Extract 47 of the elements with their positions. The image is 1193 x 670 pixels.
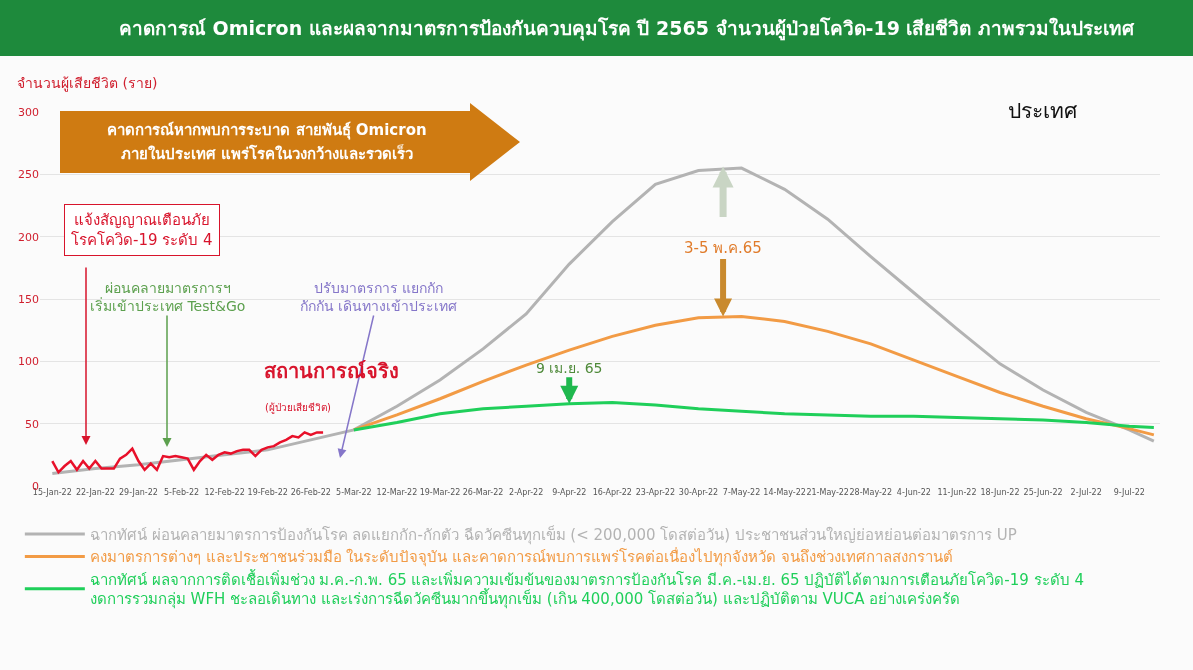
x-tick-label: 5-Feb-22 [163,488,200,497]
x-tick-label: 16-Apr-22 [592,488,632,497]
x-tick-label: 12-Mar-22 [376,488,418,497]
x-tick-label: 15-Jan-22 [32,488,72,497]
y-axis-title: จำนวนผู้เสียชีวิต (ราย) [17,75,158,92]
annotation: ประเทศ [1008,99,1078,123]
chart-title: คาดการณ์ Omicron และผลจากมาตรการป้องกันควบคุมโรค ปี 2565 จำนวนผู้ป่วยโควิด-19 เสียชีวิต ภาพรวมในประเทศ [0,0,1193,56]
x-tick-label: 18-Jun-22 [980,488,1020,497]
x-tick-label: 7-May-22 [722,488,761,497]
legend-label: ฉากทัศน์ ผ่อนคลายมาตรการป้องกันโรค ลดแยกกัก-กักตัว ฉีดวัคซีนทุกเข็ม (< 200,000 โดสต่อวัน) ประชาชนส่วนใหญ่ย่อหย่อนต่อมาตรการ UP [89,524,1017,545]
annotation: แจ้งสัญญาณเตือนภัย โรคโควิด-19 ระดับ 4 [71,211,213,249]
annotation: ปรับมาตรการ แยกกัก กักกัน เดินทางเข้าประเทศ [300,280,458,315]
legend-label: ฉากทัศน์ ผลจากการติดเชื้อเพิ่มช่วง ม.ค.-ก.พ. 65 และเพิ่มความเข้มข้นของมาตรการป้องกันโรค มี.ค.-เม.ย. 65 ปฏิบัติได้ตามการเตือนภัยโควิด-19 ระดับ 4 งดการรวมกลุ่ม WFH ชะลอเดินทาง และเร่งการฉีดวัคซีนมากขึ้นทุกเข็ม (เกิน 400,000 โดสต่อวัน) และปฏิบัติตาม VUCA อย่างเคร่งครัด [89,568,1084,610]
x-tick-label: 12-Feb-22 [204,488,245,497]
x-tick-label: 2-Apr-22 [509,488,544,497]
annotation: 3-5 พ.ค.65 [684,239,762,257]
y-tick-label: 300 [18,105,39,119]
x-tick-label: 19-Mar-22 [419,488,461,497]
y-tick-label: 200 [18,230,39,244]
legend-label: คงมาตรการต่างๆ และประชาชนร่วมมือ ในระดับปัจจุบัน และคาดการณ์พบการแพร่โรคต่อเนื่องไปทุกจังหวัด จนถึงช่วงเทศกาลสงกรานต์ [89,546,953,568]
x-tick-label: 26-Feb-22 [290,488,331,497]
y-tick-label: 100 [18,355,39,369]
x-tick-label: 9-Jul-22 [1113,488,1145,497]
x-tick-label: 26-Mar-22 [462,488,504,497]
x-tick-label: 4-Jun-22 [896,488,931,497]
annotation: คาดการณ์หากพบการระบาด สายพันธุ์ Omicron ภายในประเทศ แพร่โรคในวงกว้างและรวดเร็ว [106,120,428,165]
x-tick-label: 11-Jun-22 [937,488,977,497]
x-tick-label: 21-May-22 [806,488,849,497]
x-tick-label: 23-Apr-22 [635,488,676,497]
annotation: 9 เม.ย. 65 [536,360,603,376]
y-tick-label: 50 [25,417,39,431]
x-tick-label: 9-Apr-22 [552,488,587,497]
annotation: ผ่อนคลายมาตรการฯ เริ่มเข้าประเทศ Test&Go [90,280,246,315]
y-tick-label: 250 [18,168,39,182]
annotation: (ผู้ป่วยเสียชีวิต) [265,402,331,414]
x-tick-label: 2-Jul-22 [1070,488,1102,497]
x-tick-label: 19-Feb-22 [247,488,288,497]
annotation: สถานการณ์จริง [264,359,399,383]
line-series [51,431,325,474]
x-tick-label: 28-May-22 [849,488,893,497]
x-tick-label: 30-Apr-22 [678,488,719,497]
x-tick-label: 22-Jan-22 [75,488,115,497]
x-tick-label: 14-May-22 [763,488,806,497]
x-tick-label: 5-Mar-22 [336,488,372,497]
y-tick-label: 150 [18,292,39,306]
x-tick-label: 25-Jun-22 [1023,488,1063,497]
x-tick-label: 29-Jan-22 [119,488,158,497]
